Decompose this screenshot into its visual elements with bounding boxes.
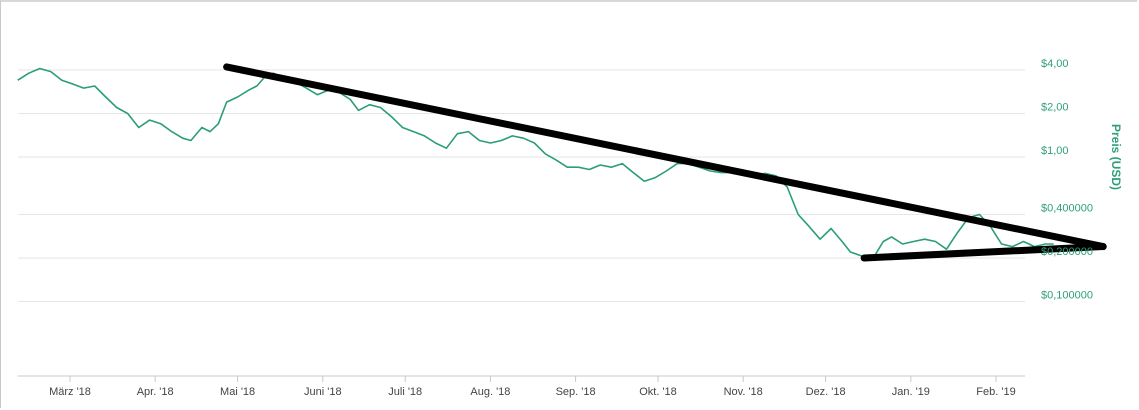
x-tick-label: Sep. '18 <box>556 386 596 398</box>
y-tick-label: $0,100000 <box>1041 289 1093 301</box>
trendline-layer <box>223 63 1107 262</box>
y-tick-label: $0,400000 <box>1041 203 1093 215</box>
x-tick-label: Apr. '18 <box>137 386 174 398</box>
trendline <box>223 63 1107 251</box>
y-tick-label: $1,00 <box>1041 145 1069 157</box>
x-tick-labels: März '18 Apr. '18 Mai '18 Juni '18 Juli '18 A… <box>49 386 1016 398</box>
price-line <box>17 67 1054 259</box>
x-tick-label: Mai '18 <box>220 386 255 398</box>
x-tick-label: März '18 <box>49 386 91 398</box>
trendline <box>860 243 1107 262</box>
x-tick-label: Feb. '19 <box>976 386 1015 398</box>
y-axis-label: Preis (USD) <box>1109 124 1123 190</box>
grid-lines <box>18 69 1025 302</box>
axes <box>18 375 1025 382</box>
x-tick-label: Nov. '18 <box>724 386 763 398</box>
y-tick-label: $2,00 <box>1041 101 1069 113</box>
y-tick-label: $0,200000 <box>1041 246 1093 258</box>
x-tick-label: Aug. '18 <box>470 386 510 398</box>
series-layer <box>17 67 1054 259</box>
x-tick-label: Jan. '19 <box>892 386 930 398</box>
y-tick-label: $4,00 <box>1041 58 1069 70</box>
x-tick-label: Juni '18 <box>304 386 342 398</box>
y-tick-labels: $4,00 $2,00 $1,00 $0,400000 $0,200000 $0,1000… <box>1041 58 1093 301</box>
x-tick-label: Juli '18 <box>388 386 422 398</box>
x-tick-label: Okt. '18 <box>639 386 677 398</box>
x-tick-label: Dez. '18 <box>806 386 846 398</box>
